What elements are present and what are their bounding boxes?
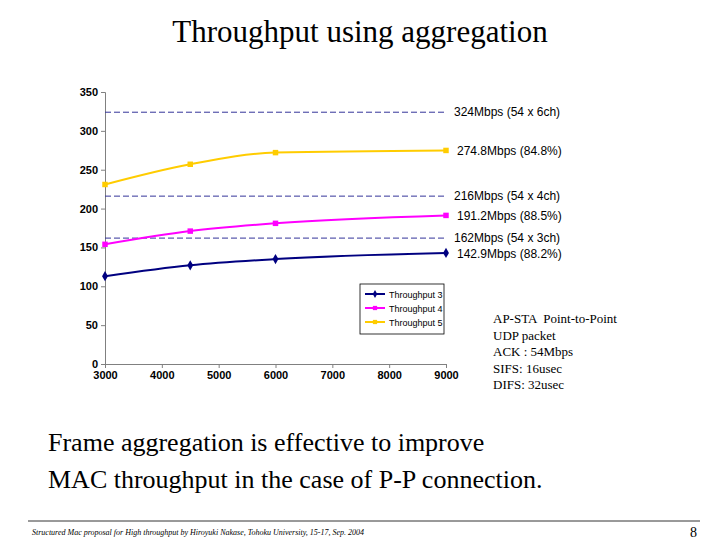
tick: 9000 — [434, 364, 458, 381]
tick-label: 7000 — [321, 369, 345, 381]
reference-line — [105, 112, 446, 113]
series-line — [105, 253, 446, 276]
legend-label: Throughput 5 — [389, 318, 443, 328]
reference-label: 324Mbps (54 x 6ch) — [454, 105, 560, 119]
note: UDP packet — [493, 328, 556, 343]
footer: Structured Mac proposal for High through… — [32, 528, 364, 537]
annotation: 274.8Mbps (84.8%) — [457, 144, 562, 158]
tick: 350 — [80, 86, 105, 98]
conclusion: MAC throughput in the case of P-P connec… — [48, 465, 542, 494]
tick-label: 250 — [80, 164, 98, 176]
annotation: 142.9Mbps (88.2%) — [457, 247, 562, 261]
marker — [443, 148, 448, 153]
tick-mark — [446, 364, 447, 368]
legend-marker — [373, 320, 377, 324]
axis-line — [101, 93, 106, 365]
tick-label: 300 — [80, 125, 98, 137]
tick: 300 — [80, 125, 105, 137]
note: DIFS: 32usec — [493, 377, 564, 392]
tick-label: 5000 — [207, 369, 231, 381]
tick: 150 — [80, 241, 105, 253]
tick-mark — [101, 92, 105, 93]
legend-label: Throughput 3 — [389, 290, 443, 300]
series-line — [105, 150, 446, 184]
tick-mark — [389, 364, 390, 368]
conclusion: Frame aggregation is effective to improv… — [48, 428, 484, 457]
tick: 5000 — [207, 364, 231, 381]
reference-label: 216Mbps (54 x 4ch) — [454, 189, 560, 203]
footer-rule — [28, 521, 700, 522]
marker — [273, 221, 278, 226]
tick-mark — [105, 364, 106, 368]
tick-mark — [101, 209, 105, 210]
note: SIFS: 16usec — [493, 361, 562, 376]
marker — [102, 242, 107, 247]
marker — [443, 248, 449, 258]
marker — [102, 271, 108, 281]
tick-mark — [101, 170, 105, 171]
title: Throughput using aggregation — [172, 14, 548, 49]
marker — [188, 228, 193, 233]
marker — [443, 213, 448, 218]
tick-label: 200 — [80, 203, 98, 215]
marker — [273, 254, 279, 264]
tick-label: 350 — [80, 86, 98, 98]
tick-mark — [219, 364, 220, 368]
tick-label: 100 — [80, 280, 98, 292]
tick-mark — [101, 131, 105, 132]
tick-mark — [101, 364, 105, 365]
tick-mark — [162, 364, 163, 368]
legend: Throughput 3 Throughput 4 Throughput 5 — [360, 284, 444, 334]
slide: Throughput using aggregation050100150200… — [0, 0, 720, 540]
legend-marker — [373, 306, 377, 310]
tick: 4000 — [150, 364, 174, 381]
tick: 6000 — [264, 364, 288, 381]
tick-label: 4000 — [150, 369, 174, 381]
note: ACK : 54Mbps — [493, 344, 573, 359]
annotation: 191.2Mbps (88.5%) — [457, 209, 562, 223]
marker — [188, 162, 193, 167]
legend-label: Throughput 4 — [389, 304, 443, 314]
tick: 100 — [80, 280, 105, 292]
x-axis: 3000 4000 5000 6000 7000 8000 9000 — [93, 364, 458, 381]
axis-line — [106, 365, 447, 369]
series-line — [105, 215, 446, 244]
tick-mark — [101, 247, 105, 248]
legend-box — [360, 284, 444, 334]
tick-label: 8000 — [377, 369, 401, 381]
tick-label: 3000 — [93, 369, 117, 381]
tick-label: 6000 — [264, 369, 288, 381]
marker — [102, 182, 107, 187]
tick: 8000 — [377, 364, 401, 381]
tick-label: 150 — [80, 241, 98, 253]
tick-mark — [101, 286, 105, 287]
tick: 7000 — [321, 364, 345, 381]
tick: 3000 — [93, 364, 117, 381]
reference-line — [105, 238, 446, 239]
note: AP-STA Point-to-Point — [493, 311, 617, 326]
marker — [187, 260, 193, 270]
tick-label: 9000 — [434, 369, 458, 381]
tick: 200 — [80, 203, 105, 215]
tick-mark — [101, 325, 105, 326]
plot-area — [102, 112, 449, 281]
marker — [273, 150, 278, 155]
tick: 250 — [80, 164, 105, 176]
tick-mark — [276, 364, 277, 368]
reference-line — [105, 196, 446, 197]
tick: 50 — [86, 319, 105, 331]
reference-label: 162Mbps (54 x 3ch) — [454, 231, 560, 245]
background — [0, 0, 720, 540]
tick-label: 50 — [86, 319, 98, 331]
y-axis: 050100150200250300350 — [80, 86, 106, 370]
legend-marker — [373, 290, 378, 298]
page-number: 8 — [690, 525, 697, 540]
tick-mark — [332, 364, 333, 368]
